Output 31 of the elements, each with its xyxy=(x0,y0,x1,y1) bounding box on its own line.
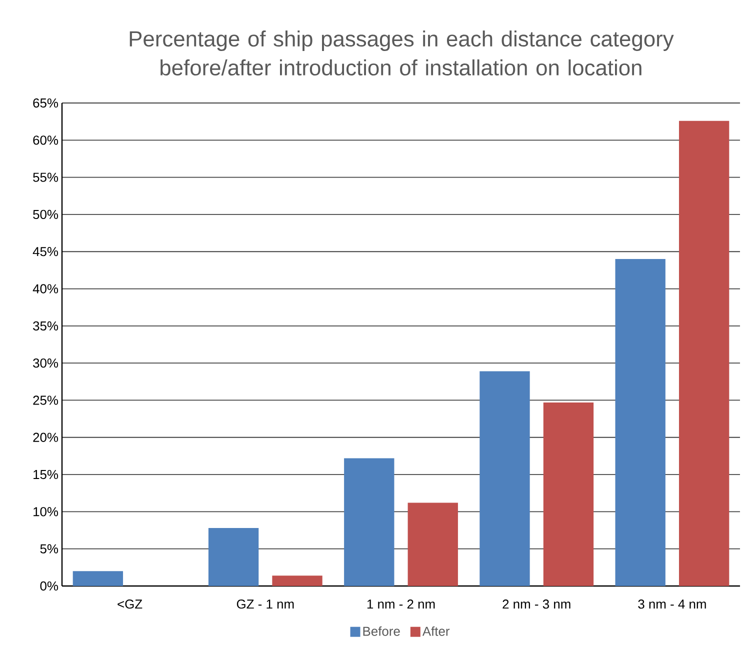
y-tick-label: 60% xyxy=(33,136,58,145)
y-tick-label: 40% xyxy=(32,284,58,294)
y-tick-label: 5% xyxy=(40,544,58,554)
y-tick-label: 30% xyxy=(33,358,58,368)
legend-label: Before xyxy=(363,626,400,636)
bar xyxy=(480,371,530,586)
y-tick-label: 25% xyxy=(33,396,58,405)
x-tick-label: 2 nm - 3 nm xyxy=(502,600,570,609)
y-tick-label: 15% xyxy=(34,470,58,480)
y-tick-label: 10% xyxy=(34,507,58,516)
bar xyxy=(408,502,458,586)
x-tick-label: GZ - 1 nm xyxy=(236,600,294,609)
y-tick-label: 65% xyxy=(33,98,58,108)
bar xyxy=(344,458,394,586)
x-tick-label: 3 nm - 4 nm xyxy=(638,600,706,609)
bar xyxy=(272,576,322,586)
bar xyxy=(208,528,259,586)
bar xyxy=(543,402,594,586)
y-tick-label: 55% xyxy=(33,172,58,182)
legend-label: After xyxy=(422,626,450,636)
x-tick-label: 1 nm - 2 nm xyxy=(367,600,435,609)
bar xyxy=(72,571,124,586)
y-tick-label: 35% xyxy=(33,321,58,331)
y-tick-label: 45% xyxy=(32,247,58,256)
y-tick-label: 50% xyxy=(33,210,58,220)
bar xyxy=(678,120,730,586)
y-tick-label: 0% xyxy=(40,581,58,591)
x-tick-label: <GZ xyxy=(118,600,142,609)
bar xyxy=(615,259,666,586)
chart-title: Percentage of ship passages in each distance category before/after introduction of installation on location xyxy=(130,30,674,76)
y-tick-label: 20% xyxy=(33,432,58,442)
